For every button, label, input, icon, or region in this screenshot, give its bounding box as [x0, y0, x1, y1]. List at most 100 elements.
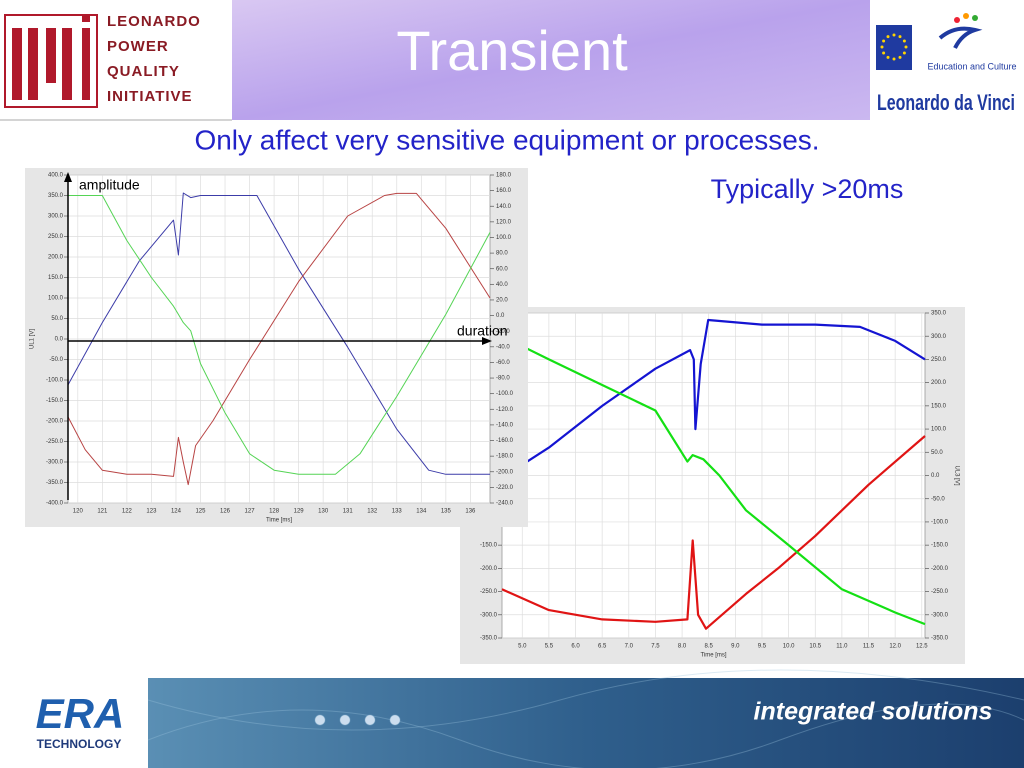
- series-line: [68, 195, 491, 475]
- y-tick-label: -150.0: [931, 543, 949, 549]
- y-tick-label: 150.0: [48, 275, 64, 281]
- x-tick-label: 126: [220, 509, 231, 515]
- y-tick-label: -200.0: [480, 566, 498, 572]
- y-tick-label: 150.0: [931, 403, 947, 409]
- x-axis-label: Time [ms]: [266, 518, 292, 524]
- series-line: [501, 435, 926, 630]
- y2-tick-label: -220.0: [496, 485, 514, 491]
- x-tick-label: 135: [441, 509, 452, 515]
- header-band: [232, 0, 870, 120]
- y2-tick-label: -140.0: [496, 422, 514, 428]
- x-tick-label: 128: [269, 509, 280, 515]
- y-tick-label: 400.0: [48, 173, 64, 179]
- y2-tick-label: 120.0: [496, 219, 512, 225]
- y2-tick-label: -100.0: [496, 391, 514, 397]
- x-tick-label: 5.0: [518, 644, 527, 650]
- x-tick-label: 11.0: [836, 644, 848, 650]
- y-tick-label: -150.0: [46, 398, 64, 404]
- x-tick-label: 132: [367, 509, 378, 515]
- y2-tick-label: -180.0: [496, 454, 514, 460]
- y-tick-label: -200.0: [931, 566, 949, 572]
- series-line: [67, 192, 490, 475]
- series-line: [501, 335, 926, 626]
- x-tick-label: 136: [465, 509, 476, 515]
- slogan: integrated solutions: [754, 698, 993, 726]
- x-tick-label: 7.0: [625, 644, 634, 650]
- duration-note: Typically >20ms: [711, 174, 904, 204]
- y2-tick-label: -20.0: [496, 329, 510, 335]
- y-tick-label: 0.0: [931, 473, 940, 479]
- y-tick-label: -150.0: [480, 543, 498, 549]
- y-axis-label: UL3 [V]: [953, 465, 959, 485]
- y2-tick-label: -40.0: [496, 344, 510, 350]
- series-line: [501, 318, 926, 479]
- y-axis-label: UL1 [V]: [30, 329, 36, 349]
- x-axis-label: Time [ms]: [700, 653, 726, 659]
- x-tick-label: 10.0: [783, 644, 795, 650]
- star: [902, 51, 906, 55]
- y2-tick-label: 180.0: [496, 173, 512, 179]
- eu-flag: [876, 25, 912, 70]
- amplitude-label: amplitude: [79, 177, 140, 193]
- x-tick-label: 127: [245, 509, 256, 515]
- brand: ERA: [36, 690, 125, 737]
- x-tick-label: 121: [97, 509, 108, 515]
- x-tick-label: 124: [171, 509, 182, 515]
- x-tick-label: 5.5: [545, 644, 554, 650]
- y2-tick-label: -160.0: [496, 438, 514, 444]
- chart: 5.0 5.5 6.0 6.5 7.0 7.5 8.0 8.5 9.0 9.5 10.0 10.5 11…: [460, 307, 965, 664]
- star: [882, 39, 886, 43]
- y-tick-label: 50.0: [51, 316, 63, 322]
- x-tick-label: 8.0: [678, 644, 687, 650]
- y-tick-label: -50.0: [49, 357, 63, 363]
- y2-tick-label: -200.0: [496, 469, 514, 475]
- y2-tick-label: 100.0: [496, 235, 512, 241]
- y2-tick-label: 60.0: [496, 266, 508, 272]
- star: [882, 51, 886, 55]
- y-tick-label: 200.0: [48, 255, 64, 261]
- x-tick-label: 11.5: [863, 644, 875, 650]
- y2-tick-label: -60.0: [496, 360, 510, 366]
- x-tick-label: 9.0: [731, 644, 740, 650]
- y2-tick-label: 0.0: [496, 313, 505, 319]
- star: [898, 55, 902, 59]
- x-tick-label: 123: [146, 509, 157, 515]
- star: [902, 39, 906, 43]
- y-tick-label: -50.0: [931, 496, 945, 502]
- chart: 120 121 122 123 124 125 126 127 128 129 130 131 132 1…: [25, 168, 528, 527]
- y2-tick-label: 40.0: [496, 282, 508, 288]
- y-tick-label: 350.0: [931, 311, 947, 317]
- star: [886, 55, 890, 59]
- y-tick-label: -250.0: [931, 589, 949, 595]
- x-tick-label: 12.0: [889, 644, 901, 650]
- y-tick-label: -250.0: [480, 589, 498, 595]
- x-tick-label: 130: [318, 509, 329, 515]
- lpqi-logo: [4, 14, 98, 108]
- star: [892, 57, 896, 61]
- y-tick-label: 100.0: [48, 296, 64, 302]
- y-tick-label: 300.0: [48, 214, 64, 220]
- annotation-arrows: [64, 172, 492, 500]
- series-line: [67, 192, 491, 486]
- x-tick-label: 7.5: [651, 644, 660, 650]
- partner-caption: Education and Culture: [927, 61, 1016, 71]
- y-tick-label: -400.0: [46, 501, 64, 507]
- x-tick-label: 131: [343, 509, 354, 515]
- x-tick-label: 10.5: [809, 644, 821, 650]
- star: [892, 33, 896, 37]
- y-tick-label: -300.0: [46, 460, 64, 466]
- x-tick-label: 133: [392, 509, 403, 515]
- y-tick-label: -300.0: [480, 612, 498, 618]
- x-tick-label: 125: [195, 509, 206, 515]
- y-tick-label: 50.0: [931, 450, 943, 456]
- y-tick-label: 350.0: [48, 193, 64, 199]
- footer-band: [148, 678, 1024, 768]
- star: [880, 45, 884, 49]
- slide-title: Transient: [396, 19, 628, 82]
- logo-line: INITIATIVE: [107, 88, 193, 105]
- y2-tick-label: -240.0: [496, 501, 514, 507]
- y-tick-label: -350.0: [480, 636, 498, 642]
- x-tick-label: 6.5: [598, 644, 607, 650]
- y2-tick-label: 140.0: [496, 204, 512, 210]
- x-tick-label: 12.5: [916, 644, 928, 650]
